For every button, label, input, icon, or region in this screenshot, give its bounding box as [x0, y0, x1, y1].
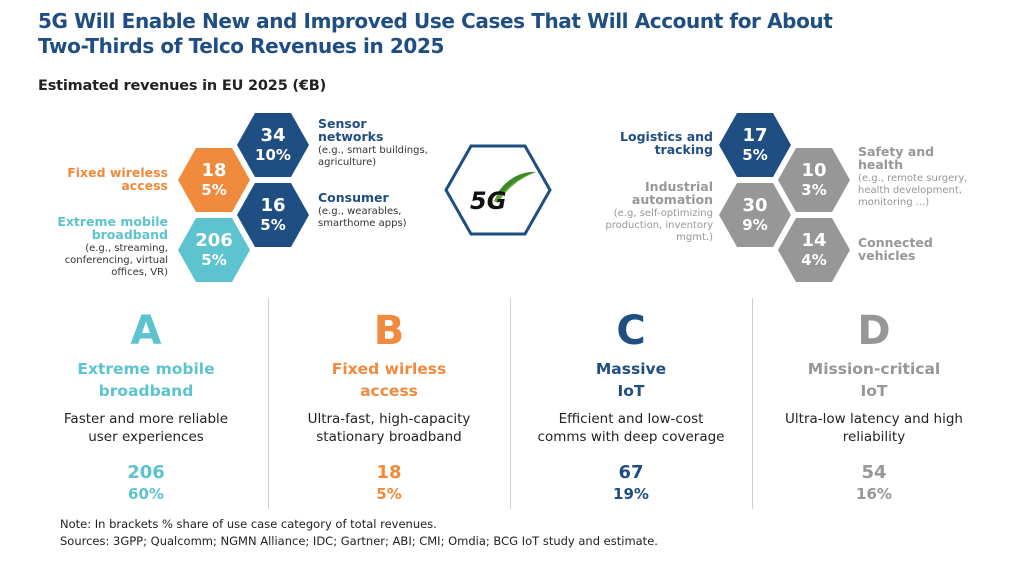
- category-description: Ultra-low latency and high reliability: [785, 411, 963, 445]
- column-divider: [752, 298, 753, 509]
- hex-value: 206: [195, 230, 233, 251]
- chart-subtitle: Estimated revenues in EU 2025 (€B): [38, 78, 327, 94]
- hex-value: 34: [260, 125, 286, 146]
- category-letter: A: [130, 308, 162, 354]
- category-description: Faster and more reliable user experiences: [63, 411, 229, 445]
- label-extreme-mobile-broadband: Extreme mobile broadband (e.g., streamin…: [57, 214, 168, 278]
- category-value: 18: [376, 462, 402, 483]
- category-a: A Extreme mobile broadband Faster and mor…: [31, 308, 261, 504]
- category-c: C Massive IoT Efficient and low-cost comms…: [516, 308, 746, 504]
- category-value: 54: [861, 462, 887, 483]
- hex-extreme-mobile-broadband: 206 5%: [178, 218, 250, 282]
- hex-percent: 4%: [801, 251, 827, 269]
- category-name: Extreme mobile broadband: [77, 360, 215, 400]
- category-percent: 60%: [128, 485, 164, 503]
- 5g-logo-icon: 5G: [444, 144, 552, 236]
- category-name: Mission-critical IoT: [807, 360, 941, 400]
- category-b: B Fixed wirless access Ultra-fast, high-c…: [274, 308, 504, 504]
- category-value: 206: [127, 462, 165, 483]
- column-divider: [268, 298, 269, 509]
- hex-connected-vehicles: 14 4%: [778, 218, 850, 282]
- sources-text: Sources: 3GPP; Qualcomm; NGMN Alliance; …: [60, 534, 658, 548]
- label-safety-health: Safety and health (e.g., remote surgery,…: [858, 144, 968, 208]
- label-logistics-tracking: Logistics and tracking: [620, 129, 713, 157]
- hex-percent: 9%: [742, 216, 768, 234]
- hex-safety-health: 10 3%: [778, 148, 850, 212]
- hex-logistics-tracking: 17 5%: [719, 113, 791, 177]
- hex-percent: 3%: [801, 181, 827, 199]
- hex-sensor-networks: 34 10%: [237, 113, 309, 177]
- hex-percent: 5%: [201, 181, 227, 199]
- hex-value: 10: [801, 160, 827, 181]
- label-connected-vehicles: Connected vehicles: [858, 235, 933, 263]
- category-description: Ultra-fast, high-capacity stationary broa…: [307, 411, 471, 445]
- category-letter: D: [857, 308, 891, 354]
- category-letter: B: [373, 308, 405, 354]
- label-consumer: Consumer (e.g., wearables, smarthome apps…: [318, 190, 407, 229]
- category-letter: C: [616, 308, 646, 354]
- hex-consumer: 16 5%: [237, 183, 309, 247]
- category-name: Fixed wirless access: [331, 360, 447, 400]
- hex-value: 16: [260, 195, 286, 216]
- hex-percent: 5%: [742, 146, 768, 164]
- title-line-1: 5G Will Enable New and Improved Use Case…: [38, 9, 833, 33]
- hex-fixed-wireless-access: 18 5%: [178, 148, 250, 212]
- category-percent: 19%: [613, 485, 649, 503]
- hex-percent: 10%: [255, 146, 291, 164]
- category-percent: 5%: [376, 485, 402, 503]
- label-fixed-wireless-access: Fixed wireless access: [67, 165, 168, 193]
- note-text: Note: In brackets % share of use case ca…: [60, 517, 437, 531]
- hex-value: 14: [801, 230, 827, 251]
- label-industrial-automation: Industrial automation (e.g, self-optimiz…: [605, 179, 713, 243]
- hex-value: 17: [742, 125, 768, 146]
- hex-industrial-automation: 30 9%: [719, 183, 791, 247]
- 5g-logo-text: 5G: [470, 187, 506, 215]
- category-percent: 16%: [856, 485, 892, 503]
- page-title: 5G Will Enable New and Improved Use Case…: [38, 9, 833, 59]
- column-divider: [510, 298, 511, 509]
- hex-percent: 5%: [201, 251, 227, 269]
- category-value: 67: [618, 462, 644, 483]
- title-line-2: Two-Thirds of Telco Revenues in 2025: [38, 34, 444, 58]
- hex-percent: 5%: [260, 216, 286, 234]
- label-sensor-networks: Sensor networks (e.g., smart buildings, a…: [318, 116, 428, 168]
- category-description: Efficient and low-cost comms with deep co…: [537, 411, 725, 445]
- footnote: Note: In brackets % share of use case ca…: [60, 516, 658, 550]
- category-name: Massive IoT: [595, 360, 667, 400]
- hex-value: 18: [201, 160, 227, 181]
- category-d: D Mission-critical IoT Ultra-low latency …: [759, 308, 989, 504]
- hex-value: 30: [742, 195, 768, 216]
